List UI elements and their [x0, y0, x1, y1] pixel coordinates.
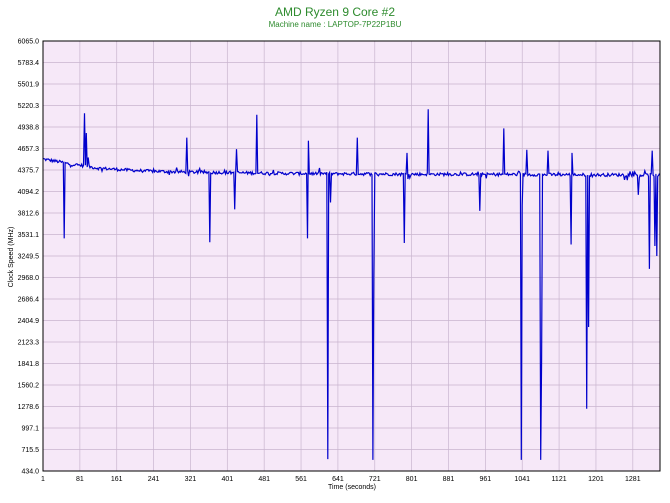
chart-subtitle: Machine name : LAPTOP-7P22P1BU: [269, 20, 402, 29]
x-tick-label: 161: [111, 476, 123, 483]
y-tick-label: 4375.7: [18, 168, 40, 175]
x-tick-label: 961: [480, 476, 492, 483]
y-tick-label: 997.1: [21, 426, 39, 433]
y-tick-label: 3531.1: [18, 232, 40, 239]
y-tick-label: 1841.8: [18, 361, 40, 368]
x-tick-label: 481: [258, 476, 270, 483]
y-tick-label: 4938.8: [18, 125, 40, 132]
y-tick-label: 5220.3: [18, 103, 40, 110]
x-tick-label: 401: [221, 476, 233, 483]
y-tick-label: 1560.2: [18, 383, 40, 390]
x-tick-label: 721: [369, 476, 381, 483]
y-tick-label: 5501.9: [18, 82, 40, 89]
y-tick-label: 434.0: [21, 469, 39, 476]
x-tick-label: 81: [76, 476, 84, 483]
y-tick-label: 715.5: [21, 447, 39, 454]
chart-title: AMD Ryzen 9 Core #2: [275, 5, 395, 19]
x-tick-label: 881: [443, 476, 455, 483]
x-tick-label: 1121: [552, 476, 567, 483]
x-axis-label: Time (seconds): [328, 484, 376, 491]
y-tick-label: 3249.5: [18, 254, 40, 261]
x-tick-label: 641: [332, 476, 344, 483]
series-line-clock-speed: [42, 109, 661, 460]
y-axis-label: Clock Speed (MHz): [8, 227, 15, 288]
x-tick-label: 321: [185, 476, 197, 483]
y-tick-label: 6065.0: [18, 39, 40, 46]
x-tick-label: 1041: [514, 476, 530, 483]
y-tick-label: 2404.9: [18, 318, 40, 325]
y-tick-label: 2123.3: [18, 340, 40, 347]
plot-border: [42, 40, 661, 472]
x-tick-label: 561: [295, 476, 307, 483]
x-tick-label: 1281: [625, 476, 641, 483]
x-tick-label: 801: [406, 476, 418, 483]
y-tick-label: 4094.2: [18, 189, 40, 196]
y-tick-label: 3812.6: [18, 211, 40, 218]
y-tick-label: 2968.0: [18, 275, 40, 282]
y-tick-label: 5783.4: [18, 60, 40, 67]
x-tick-label: 241: [148, 476, 160, 483]
gridlines: [42, 40, 660, 472]
y-tick-label: 4657.3: [18, 146, 40, 153]
y-tick-label: 2686.4: [18, 297, 40, 304]
x-tick-label: 1201: [588, 476, 604, 483]
x-tick-label: 1: [41, 476, 45, 483]
y-tick-label: 1278.6: [18, 404, 40, 411]
tick-labels: 434.0 715.5 997.1 1278.6 1560.2 1841.8 2123.3 2…: [18, 39, 641, 484]
